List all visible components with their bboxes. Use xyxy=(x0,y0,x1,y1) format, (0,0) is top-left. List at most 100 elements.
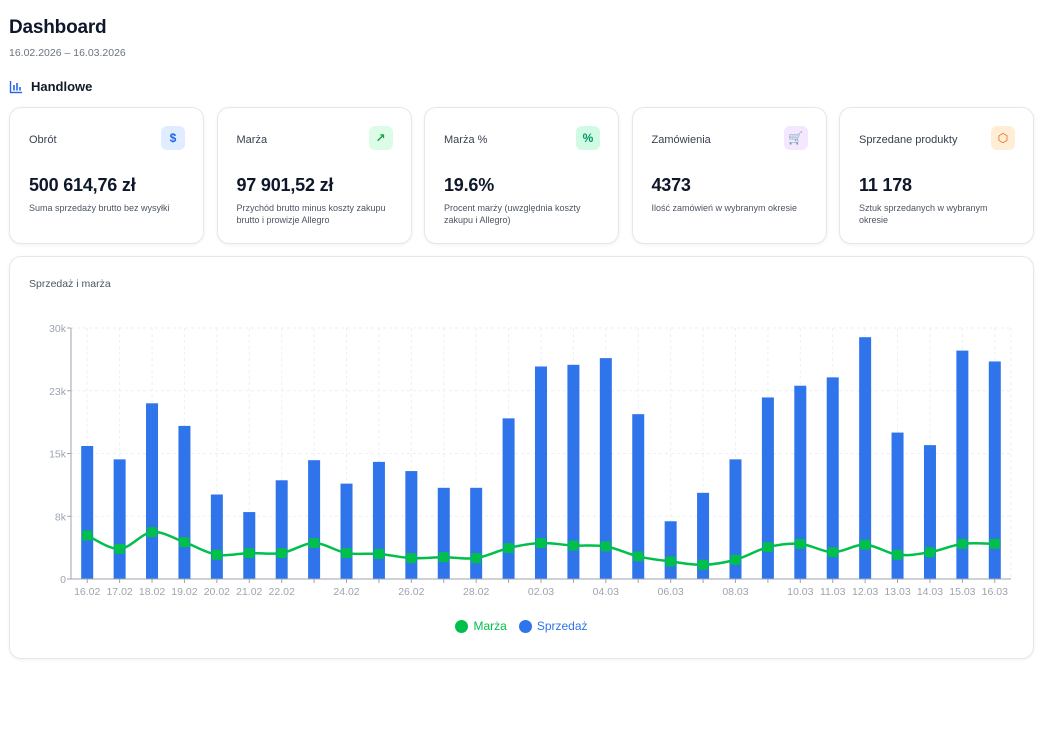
legend-item-sales[interactable]: Sprzedaż xyxy=(518,619,588,633)
x-tick-label: 17.02 xyxy=(106,586,132,598)
x-tick-label: 02.03 xyxy=(528,586,554,598)
bar-sales xyxy=(243,512,256,579)
bar-sales xyxy=(632,414,645,579)
card-description: Procent marży (uwzględnia koszty zakupu … xyxy=(444,203,581,225)
bar-sales xyxy=(210,494,223,579)
bar-sales xyxy=(761,397,774,579)
x-tick-label: 21.02 xyxy=(236,586,262,598)
x-tick-label: 20.02 xyxy=(204,586,230,598)
bar-sales xyxy=(729,459,742,579)
page-title: Dashboard xyxy=(9,17,107,38)
margin-point xyxy=(698,559,709,570)
margin-point xyxy=(957,538,968,549)
card-value: 97 901,52 zł xyxy=(236,175,334,195)
card-title: Sprzedane produkty xyxy=(859,134,958,146)
margin-point xyxy=(438,552,449,563)
chart-title: Sprzedaż i marża xyxy=(29,278,111,290)
kpi-card-orders: Zamówienia 🛒 4373 Ilość zamówień w wybra… xyxy=(631,107,827,244)
margin-point xyxy=(633,551,644,562)
margin-point xyxy=(600,541,611,552)
x-tick-label: 22.02 xyxy=(269,586,295,598)
legend-item-margin[interactable]: Marża xyxy=(455,619,507,633)
x-tick-label: 04.03 xyxy=(593,586,619,598)
kpi-cards: Obrót $ 500 614,76 zł Suma sprzedaży bru… xyxy=(9,107,1034,244)
x-tick-label: 06.03 xyxy=(658,586,684,598)
x-tick-label: 16.03 xyxy=(982,586,1008,598)
legend-dot-margin xyxy=(455,619,469,633)
bar-sales xyxy=(372,461,385,579)
bar-sales xyxy=(923,445,936,579)
bar-sales xyxy=(956,350,969,579)
y-tick-label: 15k xyxy=(49,449,67,461)
section-label: Handlowe xyxy=(31,79,93,94)
card-value: 11 178 xyxy=(859,175,912,195)
x-tick-label: 12.03 xyxy=(852,586,878,598)
bar-sales xyxy=(470,487,483,579)
margin-point xyxy=(860,539,871,550)
margin-point xyxy=(309,538,320,549)
bar-sales xyxy=(146,403,159,579)
bar-sales xyxy=(599,358,612,579)
bar-sales xyxy=(567,364,580,579)
card-description: Ilość zamówień w wybranym okresie xyxy=(651,203,798,213)
margin-point xyxy=(244,548,255,559)
x-tick-label: 15.03 xyxy=(949,586,975,598)
trending-up-icon: ↗ xyxy=(368,126,393,150)
margin-point xyxy=(373,548,384,559)
legend-dot-sales xyxy=(518,619,532,633)
margin-point xyxy=(211,549,222,560)
card-title: Marża % xyxy=(444,134,488,146)
card-value: 500 614,76 zł xyxy=(29,175,136,195)
margin-point xyxy=(568,540,579,551)
margin-point xyxy=(471,553,482,564)
y-tick-label: 0 xyxy=(60,574,66,586)
margin-point xyxy=(827,547,838,558)
bar-sales xyxy=(437,487,450,579)
bar-sales xyxy=(502,418,515,579)
dollar-icon: $ xyxy=(161,126,185,150)
percent-icon: % xyxy=(576,126,600,150)
card-description: Sztuk sprzedanych w wybranym okresie xyxy=(859,203,988,225)
bar-sales xyxy=(859,337,872,579)
margin-point xyxy=(341,548,352,559)
page-header: Dashboard 16.02.2026 – 16.03.2026 xyxy=(9,17,126,59)
card-description: Suma sprzedaży brutto bez wysyłki xyxy=(29,203,170,213)
margin-point xyxy=(114,543,125,554)
bar-sales xyxy=(340,483,353,579)
date-range: 16.02.2026 – 16.03.2026 xyxy=(9,47,126,59)
card-value: 19.6% xyxy=(444,175,495,195)
margin-point xyxy=(147,527,158,538)
kpi-card-margin-percent: Marża % % 19.6% Procent marży (uwzględni… xyxy=(424,107,619,244)
bar-sales xyxy=(308,460,321,579)
x-tick-label: 16.02 xyxy=(74,586,100,598)
bar-sales xyxy=(535,366,547,579)
y-tick-label: 8k xyxy=(55,511,67,523)
x-tick-label: 10.03 xyxy=(787,586,813,598)
margin-point xyxy=(406,553,417,564)
bar-sales xyxy=(826,377,839,579)
margin-point xyxy=(989,538,1000,549)
x-tick-label: 13.03 xyxy=(884,586,910,598)
cart-icon: 🛒 xyxy=(783,126,808,150)
x-tick-label: 28.02 xyxy=(463,586,489,598)
margin-point xyxy=(536,538,546,549)
margin-point xyxy=(665,556,676,567)
bar-sales xyxy=(891,432,904,579)
margin-point xyxy=(924,547,935,558)
bar-sales xyxy=(697,492,710,579)
x-tick-label: 26.02 xyxy=(398,586,424,598)
card-title: Zamówienia xyxy=(651,134,711,146)
card-title: Obrót xyxy=(29,134,57,146)
sales-margin-chart: 0 8k 15k 23k 30k 16.02 17.02 18.02 19.02 20.02 21.… xyxy=(49,323,1012,598)
card-value: 4373 xyxy=(651,175,691,195)
x-tick-label: 24.02 xyxy=(333,586,359,598)
y-tick-label: 30k xyxy=(49,323,67,335)
card-title: Marża xyxy=(236,134,268,146)
kpi-card-margin: Marża ↗ 97 901,52 zł Przychód brutto min… xyxy=(216,107,412,244)
x-tick-label: 11.03 xyxy=(820,586,846,598)
margin-point xyxy=(503,543,514,554)
margin-point xyxy=(276,548,287,559)
bar-sales xyxy=(81,445,94,579)
x-tick-label: 19.02 xyxy=(171,586,197,598)
kpi-card-turnover: Obrót $ 500 614,76 zł Suma sprzedaży bru… xyxy=(9,107,204,244)
